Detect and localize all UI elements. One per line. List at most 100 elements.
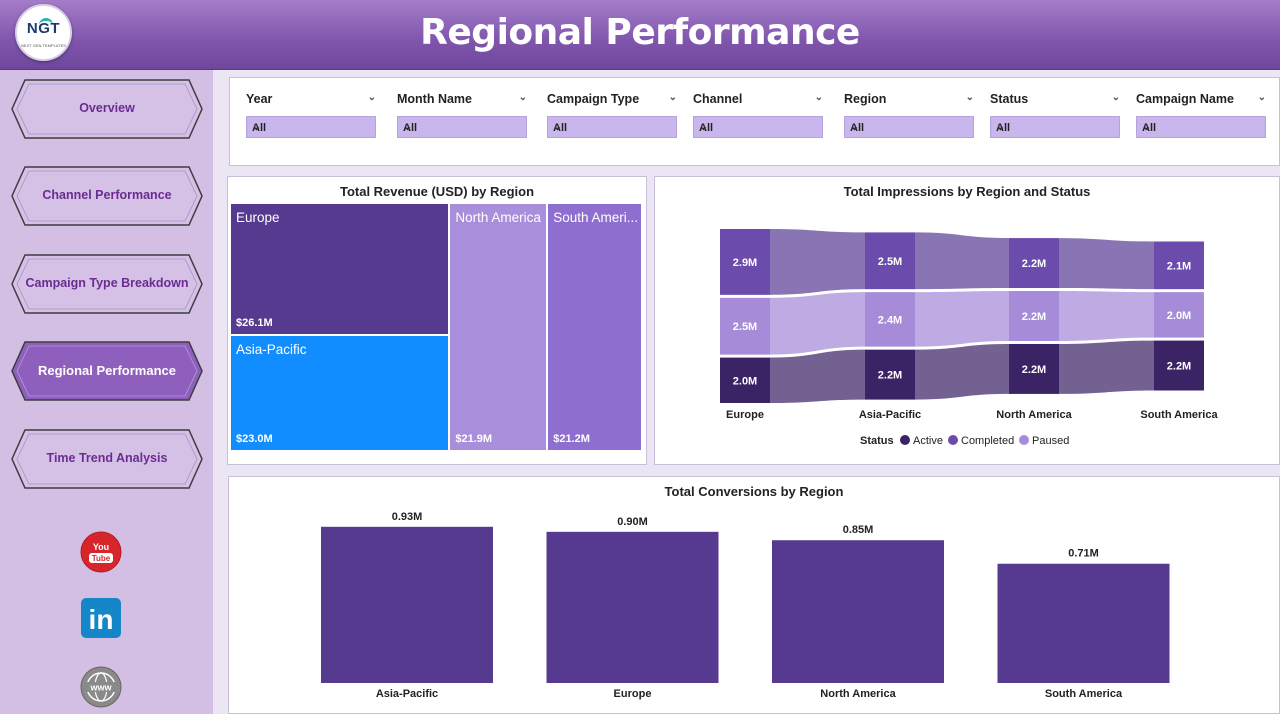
nav-campaign-type-breakdown[interactable]: Campaign Type Breakdown [11, 254, 203, 314]
treemap-area: Europe $26.1M Asia-Pacific $23.0M North … [231, 204, 643, 452]
sankey-node-value-label: 2.2M [1167, 361, 1191, 373]
filter-channel-dropdown[interactable]: All ⌄ [693, 116, 823, 138]
sankey-node-north-america-active [1009, 343, 1059, 394]
nav-regional-performance-label: Regional Performance [38, 363, 176, 378]
sankey-ribbon-completed [770, 229, 865, 295]
sankey-ribbon-paused [915, 291, 1009, 347]
sankey-category-label-asia-pacific: Asia-Pacific [859, 409, 921, 421]
legend-marker-active [900, 435, 910, 445]
bar-chart: 0.93M Asia-Pacific 0.90M Europe 0.85M North A… [321, 511, 1170, 700]
bar-category-label: North America [820, 688, 896, 700]
sankey-node-south-america-completed [1154, 241, 1204, 290]
sankey-node-asia-pacific-active [865, 349, 915, 400]
ngt-logo[interactable]: NGT NEXT GEN TEMPLATES [15, 4, 72, 61]
sankey-node-north-america-completed [1009, 238, 1059, 289]
chevron-down-icon: ⌄ [699, 121, 709, 133]
website-globe-icon[interactable]: www [80, 666, 122, 708]
sankey-ribbon-active [1059, 340, 1154, 394]
filter-channel: Channel ⌄ All ⌄ [693, 92, 823, 138]
filter-campaign-name: Campaign Name ⌄ All ⌄ [1136, 92, 1266, 138]
nav-channel-performance[interactable]: Channel Performance [11, 166, 203, 226]
bar-chart-title: Total Conversions by Region [664, 484, 844, 499]
filter-region-value: All [850, 122, 865, 134]
chevron-down-icon: ⌄ [996, 121, 1006, 133]
filter-region-label: Region [844, 92, 887, 106]
sankey-node-value-label: 2.4M [878, 314, 902, 326]
sankey-node-value-label: 2.2M [1022, 258, 1046, 270]
nav-hexagon-icon [11, 79, 203, 139]
nav-regional-performance[interactable]: Regional Performance [11, 341, 203, 401]
filter-year-label: Year [246, 92, 273, 106]
chevron-down-icon[interactable]: ⌄ [518, 92, 527, 103]
nav-hexagon-active-icon [11, 341, 203, 401]
legend-marker-paused [1019, 435, 1029, 445]
linkedin-text: in [89, 604, 114, 635]
sankey-node-asia-pacific-paused [865, 292, 915, 347]
header-bar: NGT NEXT GEN TEMPLATES Regional Performa… [0, 0, 1280, 70]
treemap-tile-north-america[interactable]: North America $21.9M [450, 204, 547, 450]
treemap-tile-label: North America [455, 210, 541, 225]
filter-status-value: All [996, 122, 1011, 134]
sankey-ribbon-active [915, 343, 1009, 400]
filter-campaign-type-dropdown[interactable]: All ⌄ [547, 116, 677, 138]
nav-time-trend-analysis-label: Time Trend Analysis [46, 451, 168, 465]
bar-asia-pacific [321, 526, 493, 683]
treemap-tile-south-america[interactable]: South Ameri... $21.2M [548, 204, 641, 450]
chevron-down-icon[interactable]: ⌄ [367, 92, 376, 103]
filter-month-name-label: Month Name [397, 92, 472, 106]
filter-month-name: Month Name ⌄ All ⌄ [397, 92, 527, 138]
bar-category-label: South America [1045, 688, 1123, 700]
bar-europe [546, 531, 719, 683]
sankey-node-value-label: 2.1M [1167, 260, 1191, 272]
sankey-node-north-america-paused [1009, 291, 1059, 341]
bar-value-label: 0.90M [617, 516, 648, 528]
filter-panel: Year ⌄ All ⌄ Month Name ⌄ All ⌄ Campaign Typ… [229, 77, 1280, 166]
chevron-down-icon[interactable]: ⌄ [814, 92, 823, 103]
filter-status-dropdown[interactable]: All ⌄ [990, 116, 1120, 138]
filter-region-dropdown[interactable]: All ⌄ [844, 116, 974, 138]
bar-value-label: 0.85M [843, 524, 874, 536]
filter-year-dropdown[interactable]: All ⌄ [246, 116, 376, 138]
treemap-tile-europe[interactable]: Europe $26.1M [231, 204, 449, 334]
filter-year-value: All [252, 122, 267, 134]
bar-value-label: 0.71M [1068, 548, 1099, 560]
youtube-text-you: You [93, 542, 109, 552]
sankey-node-value-label: 2.0M [1167, 310, 1191, 322]
filter-campaign-name-dropdown[interactable]: All ⌄ [1136, 116, 1266, 138]
legend-label-paused: Paused [1032, 435, 1069, 447]
sankey-node-value-label: 2.2M [1022, 311, 1046, 323]
logo-subtitle: NEXT GEN TEMPLATES [21, 43, 66, 48]
sankey-ribbon-paused [1059, 291, 1154, 341]
chevron-down-icon: ⌄ [553, 121, 563, 133]
chevron-down-icon: ⌄ [1142, 121, 1152, 133]
treemap-title: Total Revenue (USD) by Region [339, 184, 535, 199]
sankey-node-value-label: 2.9M [733, 257, 757, 269]
nav-time-trend-analysis[interactable]: Time Trend Analysis [11, 429, 203, 489]
sankey-node-value-label: 2.5M [878, 256, 902, 268]
impressions-sankey-panel: Total Impressions by Region and Status 2… [654, 176, 1280, 465]
treemap-tile-label: South Ameri... [553, 210, 638, 225]
logo-swoosh-icon [39, 18, 53, 32]
sankey-category-label-south-america: South America [1140, 409, 1218, 421]
treemap-tile-value: $23.0M [236, 432, 273, 445]
treemap-tile-asia-pacific[interactable]: Asia-Pacific $23.0M [231, 335, 449, 450]
nav-overview[interactable]: Overview [11, 79, 203, 139]
nav-channel-performance-label: Channel Performance [42, 188, 172, 202]
chevron-down-icon[interactable]: ⌄ [1111, 92, 1120, 103]
chevron-down-icon[interactable]: ⌄ [965, 92, 974, 103]
sankey-category-label-north-america: North America [996, 409, 1072, 421]
youtube-icon[interactable]: You Tube [80, 531, 122, 573]
filter-status-label: Status [990, 92, 1029, 106]
sankey-node-value-label: 2.2M [878, 370, 902, 382]
sankey-ribbon-completed [1059, 238, 1154, 290]
sankey-node-asia-pacific-completed [865, 232, 915, 290]
bar-south-america [997, 563, 1170, 683]
filter-month-name-dropdown[interactable]: All ⌄ [397, 116, 527, 138]
linkedin-icon[interactable]: in [80, 597, 122, 639]
treemap-tile-label: Europe [236, 210, 280, 225]
sankey-node-south-america-paused [1154, 292, 1204, 338]
filter-channel-value: All [699, 122, 714, 134]
chevron-down-icon[interactable]: ⌄ [1257, 92, 1266, 103]
chevron-down-icon[interactable]: ⌄ [668, 92, 677, 103]
bar-value-label: 0.93M [392, 511, 423, 523]
